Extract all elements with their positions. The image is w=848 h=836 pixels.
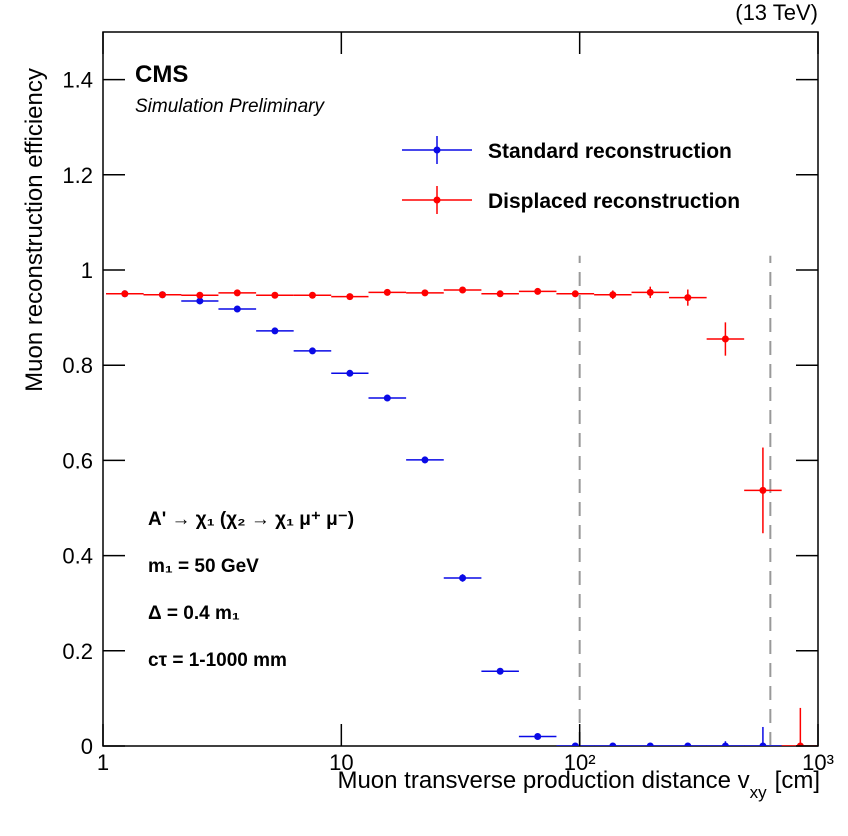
x-tick-label: 10 [329,750,353,775]
data-point [796,742,804,746]
data-point [721,742,729,746]
x-axis-label-sub: xy [750,783,768,802]
x-tick-label: 10³ [802,750,834,775]
energy-label: (13 TeV) [735,0,818,25]
y-tick-label: 0.6 [62,448,93,473]
data-point [346,369,354,377]
data-point [759,486,767,494]
data-point [233,289,241,297]
data-point [271,327,279,335]
y-tick-label: 0.4 [62,544,93,569]
y-tick-label: 1 [81,258,93,283]
data-point [121,290,129,298]
annotation: cτ = 1-1000 mm [148,650,287,671]
data-point [383,288,391,296]
data-point [684,742,692,746]
data-point [646,742,654,746]
x-axis-label-unit: [cm] [775,767,820,794]
data-point [534,732,542,740]
data-point [383,394,391,402]
data-point [459,574,467,582]
y-tick-label: 0.8 [62,353,93,378]
data-point [158,291,166,299]
data-point [196,291,204,299]
plot-frame [102,31,819,747]
data-point [759,742,767,746]
data-point [721,335,729,343]
y-tick-label: 1.4 [62,68,93,93]
data-point [571,742,579,746]
legend-marker [433,196,441,204]
subtitle: Simulation Preliminary [135,96,326,117]
data-point [271,291,279,299]
plot-area [106,255,818,746]
data-point [609,291,617,299]
x-axis-label-main: Muon transverse production distance v [337,767,749,794]
data-point [684,294,692,302]
x-axis-label: Muon transverse production distance vxy [… [337,767,820,802]
y-tick-label: 1.2 [62,163,93,188]
data-point [308,347,316,355]
data-point [496,290,504,298]
data-point [646,288,654,296]
data-point [346,293,354,301]
data-point [609,742,617,746]
annotation: m₁ = 50 GeV [148,556,259,577]
data-point [233,305,241,313]
y-tick-label: 0 [81,734,93,759]
legend-label: Standard reconstruction [488,140,732,163]
y-tick-label: 0.2 [62,639,93,664]
data-point [196,297,204,305]
data-point [571,290,579,298]
x-tick-label: 10² [564,750,596,775]
legend-marker [433,146,441,154]
experiment: CMS [135,61,188,88]
data-point [421,289,429,297]
annotation: A' → χ₁ (χ₂ → χ₁ μ⁺ μ⁻) [148,509,354,530]
x-tick-label: 1 [97,750,109,775]
data-point [308,291,316,299]
y-axis-label: Muon reconstruction efficiency [21,68,48,392]
annotation: Δ = 0.4 m₁ [148,603,240,624]
data-point [421,456,429,464]
data-point [459,286,467,294]
data-point [496,667,504,675]
data-point [534,287,542,295]
legend-label: Displaced reconstruction [488,190,740,213]
